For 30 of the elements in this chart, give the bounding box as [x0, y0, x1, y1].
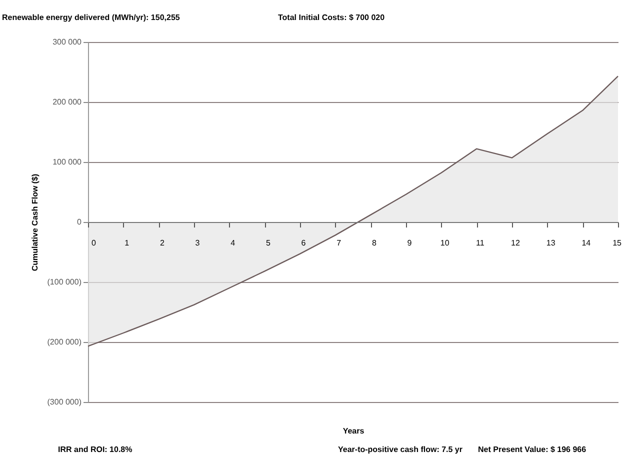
text: Year-to-positive cash flow: 7.5 yr	[338, 445, 462, 454]
x-tick-label: 2	[160, 238, 165, 248]
text: Net Present Value: $ 196 966	[478, 445, 587, 454]
y-tick-label: (100 000)	[47, 278, 82, 286]
x-tick-label: 13	[546, 238, 556, 248]
x-axis-title: Years	[342, 426, 365, 436]
x-tick-label: 0	[92, 238, 96, 248]
y-tick-label: 300 000	[52, 38, 82, 46]
y-tick-label: 200 000	[52, 98, 82, 106]
y-tick-label: 100 000	[52, 158, 82, 166]
x-tick-label: 10	[440, 238, 450, 248]
text: Renewable energy delivered (MWh/yr): 150,255	[2, 13, 180, 22]
x-tick-label: 3	[195, 238, 200, 248]
x-tick-label: 11	[476, 238, 485, 248]
x-tick-label: 12	[511, 238, 520, 248]
x-tick-label: 9	[407, 238, 412, 248]
x-tick-label: 4	[230, 238, 236, 248]
x-tick-label: 5	[266, 238, 271, 248]
x-tick-label: 8	[372, 238, 377, 248]
x-tick-label: 1	[124, 238, 130, 248]
y-tick-label: (300 000)	[47, 398, 82, 406]
x-tick-label: 14	[582, 238, 592, 248]
x-tick-label: 7	[336, 238, 342, 248]
y-axis-title: Cumulative Cash Flow ($)	[30, 173, 40, 272]
y-tick-label: 0	[77, 218, 82, 226]
x-tick-label: 6	[301, 238, 306, 248]
y-tick-label: (200 000)	[47, 338, 82, 346]
text: Total Initial Costs: $ 700 020	[278, 13, 386, 22]
text: IRR and ROI: 10.8%	[58, 445, 132, 454]
x-tick-label: 15	[612, 238, 622, 248]
